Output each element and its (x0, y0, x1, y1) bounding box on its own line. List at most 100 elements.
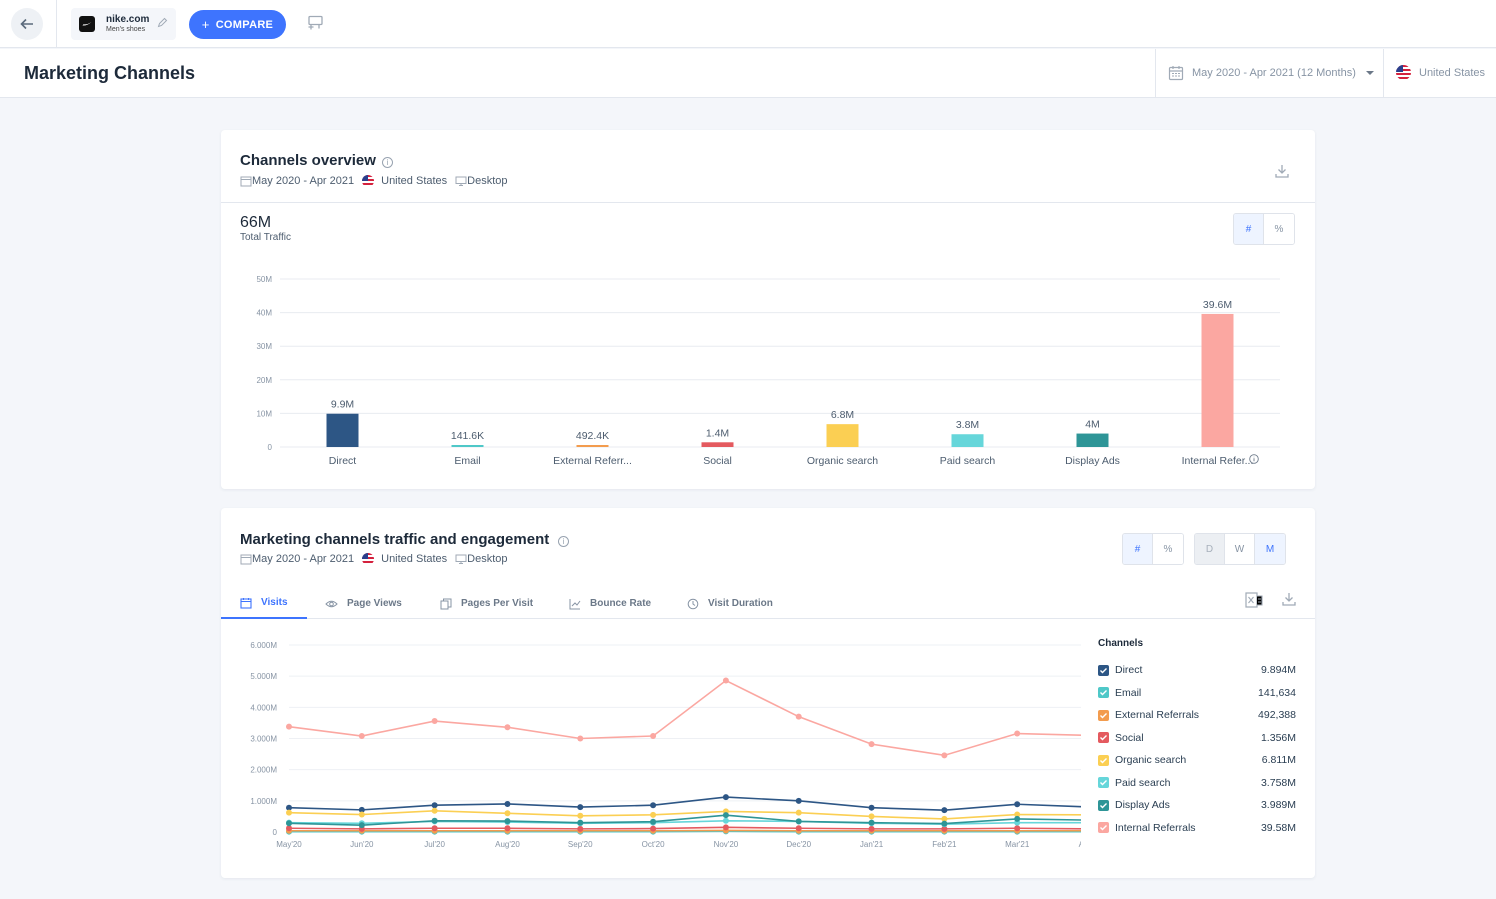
date-range-selector[interactable]: May 2020 - Apr 2021 (12 Months) (1155, 49, 1384, 97)
checkbox-icon[interactable] (1098, 799, 1109, 811)
series-point (722, 824, 729, 831)
toggle-number-button[interactable]: # (1234, 214, 1264, 244)
total-traffic-value: 66M (240, 214, 272, 231)
toggle-percent-button[interactable]: % (1153, 534, 1183, 564)
series-point (650, 733, 657, 740)
x-category-label: Email (454, 455, 480, 467)
compare-button[interactable]: + COMPARE (189, 10, 286, 39)
checkbox-icon[interactable] (1098, 664, 1109, 676)
bar-value-label: 4M (1085, 419, 1100, 431)
x-tick-label: Jan'21 (860, 840, 884, 849)
series-point (577, 804, 584, 811)
legend-row[interactable]: Display Ads 3.989M (1098, 798, 1296, 812)
tab-label: Visit Duration (708, 598, 773, 609)
tab-visits[interactable]: Visits (221, 588, 307, 619)
legend-row[interactable]: Social 1.356M (1098, 731, 1296, 745)
trend-icon (569, 598, 581, 609)
x-category-label: Organic search (807, 455, 878, 467)
site-chip[interactable]: nike.com Men's shoes (71, 8, 176, 40)
granularity-month-button[interactable]: M (1255, 534, 1285, 564)
granularity-day-button[interactable]: D (1195, 534, 1225, 564)
legend-title: Channels (1098, 638, 1144, 649)
series-point (431, 807, 438, 814)
tab-label: Pages Per Visit (461, 598, 534, 609)
legend-row[interactable]: Direct 9.894M (1098, 663, 1296, 677)
info-icon[interactable] (1249, 454, 1259, 464)
legend-series-name: Social (1115, 731, 1144, 744)
tab-page-views[interactable]: Page Views (325, 588, 402, 619)
plus-icon: + (201, 17, 210, 32)
pages-icon (440, 598, 452, 609)
x-category-label: Paid search (940, 455, 996, 467)
add-comparison-icon[interactable] (306, 15, 325, 33)
series-point (358, 806, 365, 813)
checkbox-icon[interactable] (1098, 687, 1109, 698)
legend-series-total: 141,634 (1258, 686, 1296, 699)
overview-device: Desktop (467, 175, 508, 187)
pencil-icon[interactable] (157, 17, 168, 28)
checkbox-icon[interactable] (1098, 732, 1109, 743)
y-tick-label: 5.000M (250, 672, 277, 681)
info-icon[interactable]: i (382, 157, 393, 168)
series-point (722, 677, 729, 684)
engagement-meta: May 2020 - Apr 2021 United States Deskto… (240, 553, 516, 565)
legend-series-total: 1.356M (1260, 731, 1296, 744)
bar-value-label: 3.8M (956, 419, 979, 431)
tab-label: Bounce Rate (590, 598, 652, 609)
series-point (286, 809, 292, 816)
series-point (722, 794, 729, 801)
download-icon[interactable] (1281, 591, 1297, 607)
legend-row[interactable]: Paid search 3.758M (1098, 776, 1296, 790)
bar (326, 413, 359, 447)
checkbox-icon[interactable] (1098, 777, 1109, 788)
y-tick-label: 4.000M (250, 703, 277, 712)
legend-series-name: Paid search (1115, 776, 1171, 789)
legend-row[interactable]: Internal Referrals 39.58M (1098, 821, 1296, 835)
series-point (577, 819, 584, 826)
calendar-icon (240, 176, 252, 187)
legend-series-name: Organic search (1115, 754, 1187, 766)
tab-visit-duration[interactable]: Visit Duration (687, 588, 773, 619)
download-icon[interactable] (1274, 163, 1290, 179)
x-category-label: Display Ads (1065, 455, 1120, 467)
series-point (504, 825, 511, 832)
checkbox-icon[interactable] (1098, 754, 1109, 766)
x-tick-label: Nov'20 (714, 840, 739, 849)
bar-value-label: 1.4M (706, 427, 729, 439)
compare-label: COMPARE (215, 18, 274, 31)
toggle-number-button[interactable]: # (1123, 534, 1153, 564)
channels-line-chart: 0 1.000M 2.000M 3.000M 4.000M 5.000M 6.000M May… (250, 641, 1081, 849)
series-point (504, 800, 511, 807)
legend-row[interactable]: Organic search 6.811M (1098, 753, 1296, 767)
tab-bounce-rate[interactable]: Bounce Rate (569, 588, 651, 619)
bar-value-label: 39.6M (1203, 299, 1232, 311)
checkbox-icon[interactable] (1098, 709, 1109, 721)
metric-tabs: Visits Page Views Pages Per Visit Bounce… (221, 588, 1315, 619)
checkbox-icon[interactable] (1098, 822, 1109, 833)
toggle-percent-button[interactable]: % (1264, 214, 1294, 244)
site-logo-icon (79, 16, 95, 32)
x-tick-label: Oct'20 (642, 840, 665, 849)
info-icon[interactable]: i (558, 536, 569, 547)
y-tick-label: 50M (256, 275, 272, 284)
x-tick-label: Dec'20 (786, 840, 811, 849)
series-point (358, 822, 365, 829)
calendar-icon (1168, 66, 1184, 81)
back-button[interactable] (11, 8, 43, 40)
country-selector[interactable]: United States (1396, 65, 1485, 85)
excel-export-icon[interactable] (1245, 591, 1263, 609)
bar-value-label: 492.4K (576, 430, 609, 442)
bar (826, 424, 859, 447)
series-point (650, 802, 657, 809)
series-line (288, 796, 1081, 811)
tab-pages-per-visit[interactable]: Pages Per Visit (440, 588, 533, 619)
granularity-week-button[interactable]: W (1225, 534, 1255, 564)
y-tick-label: 6.000M (250, 641, 277, 650)
legend-row[interactable]: External Referrals 492,388 (1098, 708, 1296, 722)
x-tick-label: Aug'20 (495, 840, 520, 849)
engagement-country: United States (381, 553, 448, 565)
series-point (286, 820, 292, 827)
site-name: nike.com (106, 14, 150, 25)
legend-row[interactable]: Email 141,634 (1098, 686, 1296, 700)
overview-country: United States (381, 175, 448, 187)
